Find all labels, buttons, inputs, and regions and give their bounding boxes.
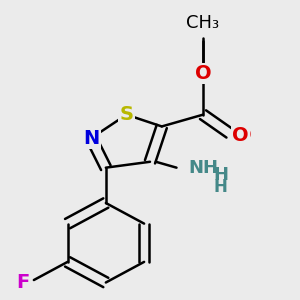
Text: O: O (195, 64, 211, 83)
Text: F: F (16, 273, 29, 292)
Text: NH: NH (188, 159, 218, 177)
Text: S: S (119, 105, 134, 124)
Text: H: H (213, 166, 228, 184)
Text: S: S (119, 105, 134, 124)
Text: N: N (83, 129, 99, 148)
Text: O: O (236, 126, 252, 145)
Text: H: H (213, 178, 227, 196)
Text: CH₃: CH₃ (186, 14, 220, 32)
Text: O: O (232, 126, 249, 145)
Text: O: O (195, 64, 211, 83)
Text: F: F (16, 273, 29, 292)
Text: N: N (83, 129, 99, 148)
